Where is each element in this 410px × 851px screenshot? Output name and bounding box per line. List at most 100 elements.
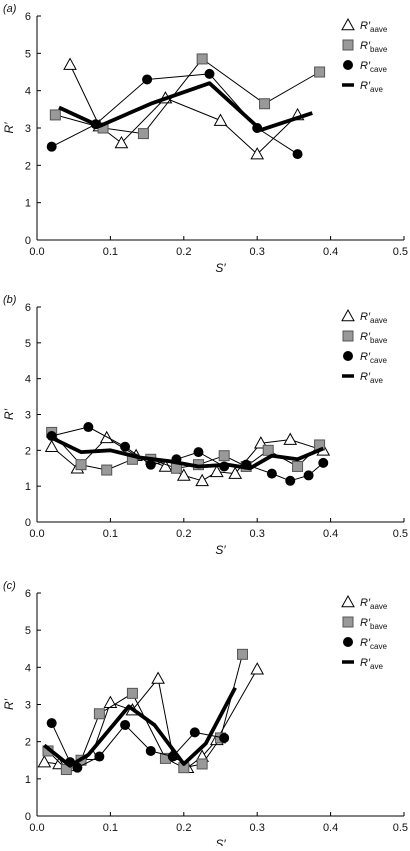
y-tick-label: 4 [25,662,31,674]
legend-label-main: R′ [360,351,371,363]
y-axis-title: R′ [2,408,16,420]
data-point-aave [151,671,165,684]
legend-label: R′ave [360,657,383,671]
legend-label-sub: aave [370,602,388,611]
data-point-bave [262,444,274,456]
legend-label-main: R′ [360,80,371,92]
legend-label: R′ave [360,80,383,94]
legend-label-main: R′ [360,60,371,72]
legend-label: R′aave [360,20,388,34]
legend-swatch-bave [342,330,354,342]
x-tick-label: 0.0 [29,246,44,258]
data-point-cave [189,727,200,738]
data-point-bave [137,128,149,140]
data-point-cave [94,751,105,762]
legend-label-sub: cave [370,642,387,651]
legend-swatch-aave [341,308,355,322]
x-axis-title: S′ [215,261,226,275]
x-tick-label: 0.4 [323,528,338,540]
legend-swatch-bave [342,616,354,628]
data-point-cave [193,447,204,458]
data-point-cave [303,470,314,481]
x-tick-label: 0.1 [103,822,118,834]
data-point-bave [101,464,113,476]
data-point-cave [266,468,277,479]
legend-label-sub: bave [370,336,388,345]
data-point-aave [213,113,228,126]
series-line-ave [50,436,325,471]
data-point-cave [120,719,131,730]
series-ave [43,686,237,768]
series-line-cave [51,426,324,482]
data-point-cave [142,74,153,85]
data-point-cave [46,718,57,729]
series-ave [58,81,313,132]
legend-label: R′aave [360,597,388,611]
x-tick-label: 0.0 [29,528,44,540]
legend-label: R′cave [360,60,387,74]
x-tick-label: 0.3 [250,246,265,258]
series-cave [46,68,303,160]
data-point-bave [292,460,304,472]
y-tick-label: 1 [25,481,31,493]
y-tick-label: 5 [25,48,31,60]
x-tick-label: 0.0 [29,822,44,834]
legend-label-main: R′ [360,40,371,52]
data-point-aave [44,439,59,453]
x-tick-label: 0.1 [103,246,118,258]
y-tick-label: 5 [25,625,31,637]
data-point-cave [72,762,83,773]
y-tick-label: 2 [25,445,31,457]
y-tick-label: 6 [25,302,31,314]
series-line-ave [43,686,237,768]
x-tick-label: 0.3 [250,528,265,540]
legend-label-sub: aave [370,316,388,325]
legend-label-sub: ave [370,85,383,94]
series-bave [42,648,249,776]
data-point-aave [63,57,77,70]
legend-label-sub: bave [370,45,388,54]
legend-label-sub: ave [370,376,383,385]
legend-label-main: R′ [360,597,371,609]
data-point-bave [218,450,230,462]
data-point-bave [126,687,138,699]
y-tick-label: 4 [25,86,31,98]
panel-label: (a) [3,3,17,15]
series-aave [37,662,265,773]
series-line-aave [51,437,324,482]
x-axis-title: S′ [215,837,226,846]
legend-label-sub: cave [370,356,387,365]
data-point-cave [219,732,230,743]
legend-label: R′cave [360,637,387,651]
series-line-ave [58,81,313,132]
data-point-cave [83,422,94,433]
panel-label: (b) [3,294,17,306]
y-tick-label: 1 [25,198,31,210]
data-point-aave [103,695,118,708]
data-point-aave [114,135,129,149]
legend-label-sub: bave [370,622,388,631]
series-line-aave [69,64,298,155]
data-point-bave [314,66,326,78]
x-tick-label: 0.2 [176,528,191,540]
data-point-bave [196,53,208,65]
x-tick-label: 0.5 [393,822,408,834]
y-tick-label: 4 [25,374,31,386]
series-ave [50,436,325,471]
data-point-cave [145,745,156,756]
legend-label: R′bave [360,331,388,345]
x-tick-label: 0.2 [176,246,191,258]
x-tick-label: 0.3 [250,822,265,834]
x-tick-label: 0.4 [323,822,338,834]
legend-label: R′ave [360,371,383,385]
y-tick-label: 3 [25,410,31,422]
data-point-cave [292,149,303,160]
data-point-aave [37,755,52,768]
